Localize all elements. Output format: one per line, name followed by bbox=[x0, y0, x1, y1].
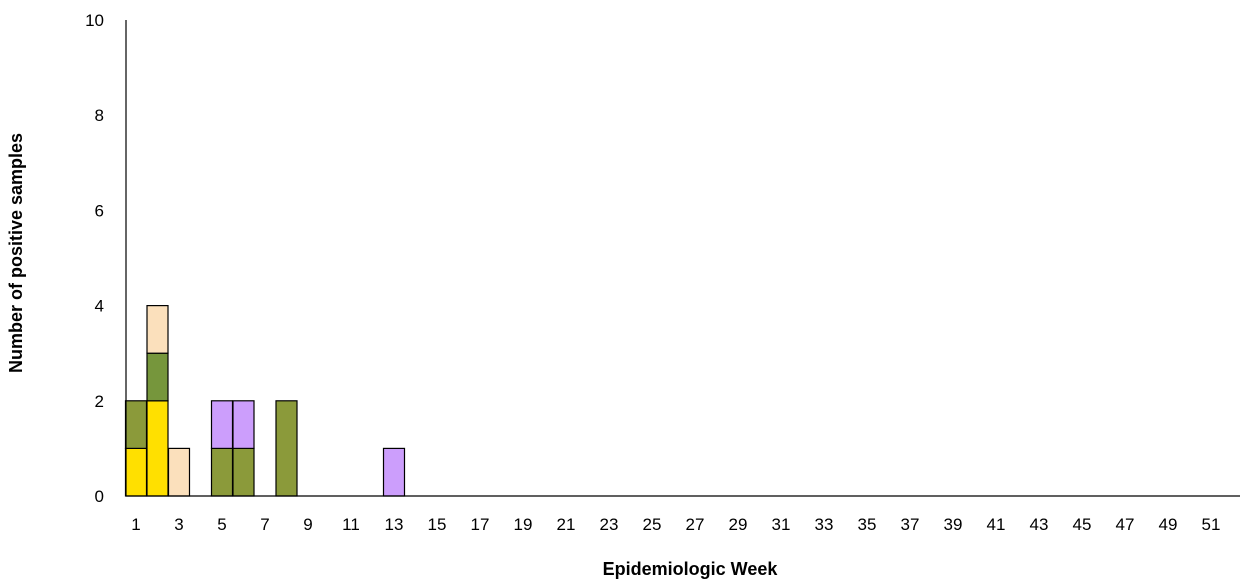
bar-segment bbox=[232, 400, 255, 449]
bar-segment bbox=[124, 400, 148, 449]
x-tick-label: 27 bbox=[686, 515, 705, 534]
x-tick-label: 37 bbox=[901, 515, 920, 534]
x-tick-label: 25 bbox=[643, 515, 662, 534]
y-tick-label: 2 bbox=[95, 392, 104, 411]
x-tick-label: 21 bbox=[557, 515, 576, 534]
bar-segment bbox=[124, 447, 148, 497]
x-tick-label: 43 bbox=[1030, 515, 1049, 534]
x-tick-label: 19 bbox=[514, 515, 533, 534]
bar-segment bbox=[232, 447, 255, 497]
x-axis-title: Epidemiologic Week bbox=[603, 559, 779, 579]
bars-layer bbox=[124, 305, 406, 497]
x-tick-label: 13 bbox=[385, 515, 404, 534]
x-tick-label: 29 bbox=[729, 515, 748, 534]
x-tick-label: 33 bbox=[815, 515, 834, 534]
x-tick-label: 39 bbox=[944, 515, 963, 534]
bar-segment bbox=[210, 400, 234, 449]
x-tick-label: 31 bbox=[772, 515, 791, 534]
x-tick-label: 49 bbox=[1159, 515, 1178, 534]
bar-segment bbox=[167, 447, 191, 497]
x-tick-label: 1 bbox=[131, 515, 140, 534]
y-tick-label: 10 bbox=[85, 11, 104, 30]
x-tick-label: 35 bbox=[858, 515, 877, 534]
bar-segment bbox=[382, 447, 406, 497]
x-tick-label: 41 bbox=[987, 515, 1006, 534]
y-axis-title: Number of positive samples bbox=[6, 133, 26, 373]
y-tick-label: 4 bbox=[95, 297, 104, 316]
x-tick-label: 5 bbox=[217, 515, 226, 534]
x-tick-label: 9 bbox=[303, 515, 312, 534]
bar-segment bbox=[146, 352, 169, 402]
y-tick-label: 0 bbox=[95, 487, 104, 506]
x-tick-label: 45 bbox=[1073, 515, 1092, 534]
x-tick-label: 51 bbox=[1202, 515, 1221, 534]
bar-segment bbox=[210, 447, 234, 497]
bar-segment bbox=[146, 400, 169, 497]
x-tick-label: 3 bbox=[174, 515, 183, 534]
bar-segment bbox=[146, 305, 169, 354]
x-tick-label: 23 bbox=[600, 515, 619, 534]
x-tick-label: 17 bbox=[471, 515, 490, 534]
x-tick-label: 7 bbox=[260, 515, 269, 534]
y-tick-label: 6 bbox=[95, 201, 104, 220]
x-tick-labels: 1 3 5 7 9 11 13 15 17 19 21 23 25 27 29 31 33 35 37 39 41 43 4… bbox=[131, 515, 1220, 534]
x-tick-label: 11 bbox=[342, 515, 360, 534]
y-tick-labels: 0 2 4 6 8 10 bbox=[85, 11, 104, 506]
y-tick-label: 8 bbox=[95, 106, 104, 125]
bar-segment bbox=[275, 400, 298, 497]
x-tick-label: 15 bbox=[428, 515, 447, 534]
x-tick-label: 47 bbox=[1116, 515, 1135, 534]
